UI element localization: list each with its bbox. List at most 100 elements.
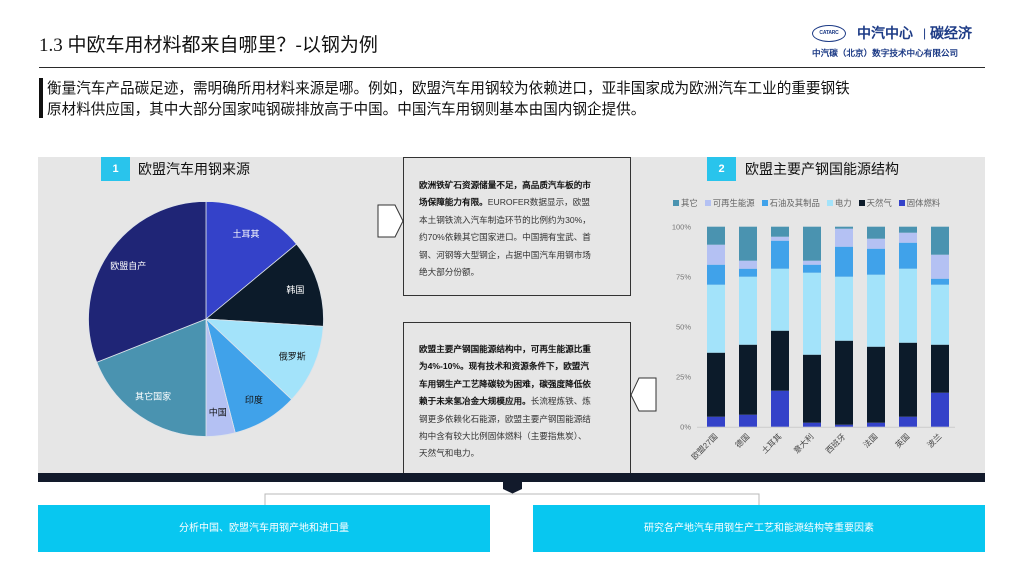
- bar-segment: [899, 342, 917, 417]
- pie-label: 韩国: [286, 284, 304, 295]
- bar-segment: [867, 274, 885, 347]
- bar-segment: [835, 424, 853, 427]
- pie-slice: [205, 201, 298, 320]
- note-line: 天然气和电力。: [419, 448, 480, 459]
- note-line: 欧盟主要产钢国能源结构中，可再生能源比重: [419, 344, 591, 354]
- pie-label: 中国: [209, 406, 227, 417]
- bar-segment: [835, 246, 853, 277]
- note-line: 欧洲铁矿石资源储量不足，高品质汽车板的市: [419, 180, 591, 190]
- legend-swatch-icon: [673, 200, 679, 206]
- note-line: 车用钢生产工艺降碳较为困难，碳强度降低依: [419, 378, 591, 389]
- legend-item: 可再生能源: [704, 197, 755, 209]
- y-tick-label: 50%: [676, 323, 691, 332]
- x-tick-label: 英国: [893, 431, 911, 449]
- bar-segment: [931, 254, 949, 279]
- logo-separator: |: [923, 26, 927, 40]
- bar-segment: [739, 276, 757, 345]
- note-line: 钢、河钢等大型钢企，占据中国汽车用钢市场: [419, 249, 591, 260]
- legend-item: 天然气: [858, 197, 892, 209]
- x-tick-label: 法国: [861, 431, 879, 449]
- arrow-right-icon: [377, 204, 404, 238]
- bar-segment: [803, 354, 821, 423]
- note-box-energy-structure: 欧盟主要产钢国能源结构中，可再生能源比重 为4%-10%。现有技术和资源条件下，…: [403, 322, 631, 476]
- note-line: 钢更多依赖化石能源，欧盟主要产钢国能源结: [419, 413, 591, 424]
- bar-segment: [899, 226, 917, 233]
- logo-company-name: 中汽碳（北京）数字技术中心有限公司: [812, 48, 959, 58]
- bar-segment: [931, 344, 949, 393]
- section-1-title: 欧盟汽车用钢来源: [138, 161, 250, 177]
- bar-segment: [931, 278, 949, 285]
- legend-swatch-icon: [898, 200, 905, 206]
- intro-line: 衡量汽车产品碳足迹，需明确所用材料来源是哪。例如，欧盟汽车用钢较为依赖进口，亚非…: [47, 81, 850, 97]
- legend-item: 石油及其制品: [761, 197, 820, 209]
- note-box-steel-source: 欧洲铁矿石资源储量不足，高品质汽车板的市 场保障能力有限。EUROFER数据显示…: [403, 157, 631, 296]
- note-line: 构中含有较大比例固体燃料（主要指焦炭）、: [419, 431, 587, 442]
- header-divider: [39, 67, 985, 68]
- page-title: 1.3 中欧车用材料都来自哪里？-以钢为例: [39, 35, 378, 56]
- bar-segment: [771, 390, 789, 427]
- legend-swatch-icon: [704, 200, 711, 206]
- pie-label: 俄罗斯: [279, 350, 306, 361]
- note-line: 本土钢铁流入汽车制造环节的比例约为30%，: [419, 214, 591, 225]
- section-divider-bar: [38, 473, 985, 482]
- bar-segment: [867, 248, 885, 275]
- section-1-badge: 1: [101, 157, 130, 181]
- bar-segment: [803, 260, 821, 265]
- arrow-down-icon: [503, 481, 522, 494]
- bar-segment: [867, 346, 885, 423]
- section-2-badge: 2: [707, 157, 736, 181]
- pie-slice: [88, 201, 207, 363]
- bar-segment: [931, 392, 949, 427]
- bar-segment: [867, 226, 885, 239]
- section-2-title: 欧盟主要产钢国能源结构: [745, 161, 899, 177]
- bar-segment: [771, 240, 789, 269]
- bar-segment: [899, 268, 917, 343]
- note-line: 绝大部分份额。: [419, 267, 480, 278]
- note-line: 为4%-10%。现有技术和资源条件下，欧盟汽: [419, 361, 589, 372]
- bar-segment: [803, 226, 821, 261]
- bar-segment: [803, 422, 821, 427]
- company-logo: CATARC 中汽中心 | 碳经济 中汽碳（北京）数字技术中心有限公司: [810, 22, 982, 62]
- bar-segment: [707, 244, 725, 265]
- pie-slice: [204, 318, 324, 400]
- bar-segment: [739, 414, 757, 427]
- bar-segment: [899, 242, 917, 269]
- pie-label: 其它国家: [135, 391, 171, 402]
- action-box-analyze-origin: 分析中国、欧盟汽车用钢产地和进口量: [38, 505, 490, 552]
- action-box-study-factors: 研究各产地汽车用钢生产工艺和能源结构等重要因素: [533, 505, 985, 552]
- bar-segment: [835, 340, 853, 425]
- bar-segment: [867, 238, 885, 249]
- catarc-logo-icon: CATARC: [812, 25, 846, 42]
- chart-legend: 其它 可再生能源 石油及其制品 电力 天然气 固体燃料: [673, 197, 940, 209]
- legend-swatch-icon: [826, 200, 833, 206]
- pie-label: 土耳其: [233, 228, 260, 239]
- bar-segment: [739, 268, 757, 277]
- bar-segment: [835, 276, 853, 341]
- bar-segment: [931, 226, 949, 255]
- legend-item: 电力: [826, 197, 852, 209]
- x-tick-label: 欧盟27国: [689, 431, 719, 461]
- intro-paragraph: 衡量汽车产品碳足迹，需明确所用材料来源是哪。例如，欧盟汽车用钢较为依赖进口，亚非…: [47, 79, 850, 120]
- x-tick-label: 意大利: [791, 431, 815, 455]
- bar-segment: [803, 264, 821, 273]
- bar-segment: [835, 228, 853, 247]
- pie-label: 欧盟自产: [110, 260, 146, 271]
- bar-segment: [707, 416, 725, 427]
- bar-segment: [739, 344, 757, 415]
- y-tick-label: 25%: [676, 373, 691, 382]
- x-tick-label: 西班牙: [823, 431, 847, 455]
- x-tick-label: 波兰: [925, 431, 943, 449]
- pie-slice: [96, 318, 207, 437]
- energy-structure-bar-chart: 100% 75% 50% 25% 0%欧盟27国 德国 土耳其 意大利 西班牙 法国 英国 波兰: [672, 223, 955, 462]
- bar-segment: [867, 422, 885, 427]
- bar-segment: [739, 260, 757, 269]
- bar-segment: [899, 416, 917, 427]
- intro-accent-bar: [39, 78, 43, 118]
- bar-segment: [931, 284, 949, 345]
- bar-segment: [771, 268, 789, 331]
- pie-label: 印度: [245, 394, 263, 405]
- bar-segment: [835, 226, 853, 229]
- bar-segment: [707, 352, 725, 417]
- flow-connector: [264, 493, 760, 506]
